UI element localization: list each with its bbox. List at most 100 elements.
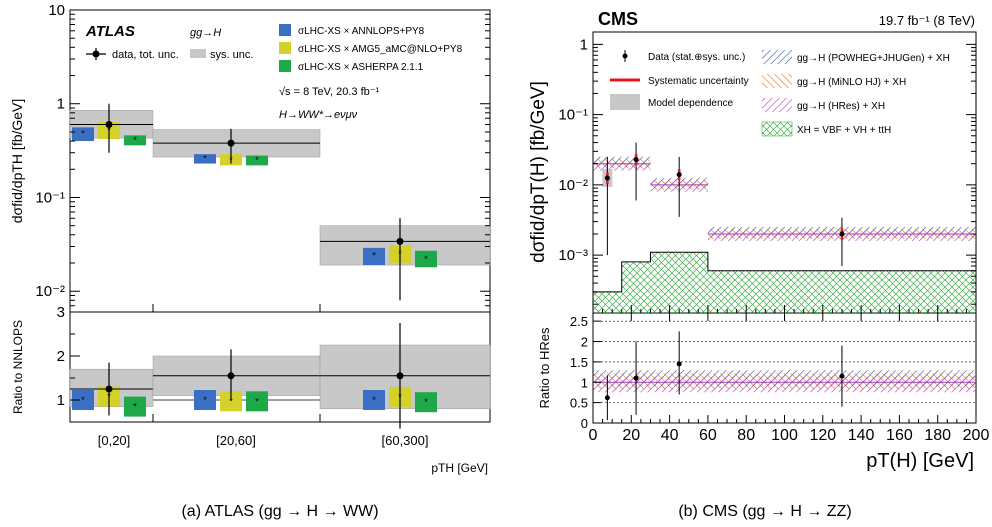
cms-ratio-y-tick-label: 2.5 <box>570 314 588 329</box>
cms-x-tick-label: 40 <box>661 427 679 444</box>
atlas-legend: data, tot. unc. sys. unc. σLHC-XS × ANNL… <box>86 24 463 73</box>
cms-y-tick-label: 10⁻² <box>558 177 588 194</box>
atlas-energy-label: √s = 8 TeV, 20.3 fb⁻¹ <box>279 86 380 98</box>
atlas-data-point <box>396 237 404 245</box>
cms-legend-hres-swatch <box>762 98 792 112</box>
cms-x-tick-label: 60 <box>699 427 717 444</box>
atlas-prediction-box <box>246 155 268 166</box>
cms-ratio-data-point <box>676 361 682 367</box>
cms-legend-syst-label: Systematic uncertainty <box>648 76 749 87</box>
atlas-axes: [0,20] [20,60] [60,300] 10⁻² 10⁻¹ 1 10 1 2 3 <box>35 2 490 448</box>
cms-legend-xh-swatch <box>761 121 793 137</box>
cms-ratio-y-tick-label: 0.5 <box>570 396 588 411</box>
atlas-panel: ****************** [0,20][20,60][60,300]… <box>9 2 491 520</box>
cms-legend-minlo-swatch <box>762 74 792 88</box>
atlas-x-tick-label: [20,60] <box>216 433 256 448</box>
cms-data-point <box>604 175 610 181</box>
cms-legend: Data (stat.⊕sys. unc.) Systematic uncert… <box>610 50 950 137</box>
atlas-decay-label: H→WW*→eνμν <box>279 109 358 121</box>
cms-xh-outline <box>592 251 977 313</box>
cms-legend-powheg-label: gg→H (POWHEG+JHUGen) + XH <box>797 53 950 64</box>
cms-x-tick-label: 100 <box>771 427 798 444</box>
atlas-prediction-box <box>72 127 94 142</box>
atlas-prediction-box <box>124 135 146 146</box>
cms-xh-bar <box>707 270 976 313</box>
atlas-y-tick-label: 10 <box>48 2 65 19</box>
atlas-ratio-y-tick-label: 2 <box>57 348 65 365</box>
cms-legend-xh-label: XH = VBF + VH + ttH <box>797 125 891 136</box>
atlas-ratio-prediction-marker: * <box>255 396 259 406</box>
cms-ratio-y-tick-label: 1 <box>581 375 588 390</box>
cms-ratio-y-tick-label: 1.5 <box>570 355 588 370</box>
cms-axes: 0 20 40 60 80 100 120 140 160 180 20010⁻³10⁻²10⁻¹1… <box>558 36 989 444</box>
atlas-ratio-data-point <box>105 385 113 393</box>
atlas-experiment-label: ATLAS <box>85 23 135 40</box>
atlas-legend-sys-swatch <box>190 49 206 58</box>
atlas-legend-sherpa-swatch <box>279 60 291 72</box>
atlas-legend-mg5-swatch <box>279 42 291 54</box>
cms-x-tick-label: 80 <box>737 427 755 444</box>
cms-ratio-y-axis-label: Ratio to HRes <box>537 327 552 408</box>
atlas-ratio-prediction-marker: * <box>81 395 85 405</box>
cms-data-point <box>676 172 682 178</box>
cms-x-axis-label: pT(H) [GeV] <box>866 450 974 472</box>
atlas-y-tick-label: 10⁻¹ <box>35 189 65 206</box>
atlas-legend-nnlops-swatch <box>279 24 291 36</box>
atlas-prediction-marker: * <box>133 135 137 145</box>
atlas-prediction-marker: * <box>203 154 207 164</box>
atlas-x-tick-label: [0,20] <box>98 433 131 448</box>
cms-data-point <box>633 156 639 162</box>
atlas-legend-sys-label: sys. unc. <box>210 49 253 61</box>
atlas-ratio-data-point <box>227 372 235 380</box>
atlas-prediction-marker: * <box>255 155 259 165</box>
cms-x-tick-label: 160 <box>886 427 913 444</box>
atlas-ratio-y-axis-label: Ratio to NNLOPS <box>11 320 25 414</box>
cms-ratio-data-point <box>604 395 610 401</box>
cms-x-tick-label: 0 <box>589 427 598 444</box>
atlas-legend-data-dot <box>92 50 100 58</box>
cms-x-tick-label: 120 <box>809 427 836 444</box>
atlas-prediction-marker: * <box>81 129 85 139</box>
atlas-panel-caption: (a) ATLAS (gg → H → WW) <box>181 503 378 520</box>
atlas-ratio-prediction-box <box>220 391 242 412</box>
atlas-ratio-prediction-box <box>246 391 268 412</box>
cms-legend-data-label: Data (stat.⊕sys. unc.) <box>648 52 745 63</box>
atlas-data-point <box>227 139 235 147</box>
cms-legend-data-dot <box>622 53 628 59</box>
cms-y-tick-label: 1 <box>580 36 588 53</box>
cms-ratio-y-tick-label: 0 <box>581 416 588 431</box>
cms-y-tick-label: 10⁻¹ <box>558 107 588 124</box>
cms-y-tick-label: 10⁻³ <box>558 247 588 264</box>
atlas-legend-sherpa-label: σLHC-XS × ASHERPA 2.1.1 <box>298 62 424 73</box>
atlas-ratio-y-tick-label: 3 <box>57 304 65 321</box>
cms-lumi-label: 19.7 fb⁻¹ (8 TeV) <box>879 13 975 28</box>
atlas-prediction-box <box>194 154 216 164</box>
cms-x-tick-label: 200 <box>963 427 990 444</box>
cms-marks <box>592 142 977 421</box>
cms-ratio-frame <box>592 312 977 424</box>
cms-xh-bar <box>650 252 708 313</box>
cms-legend-hres-label: gg→H (HRes) + XH <box>797 101 885 112</box>
cms-y-axis-label: dσfid/dpT(H) [fb/GeV] <box>528 81 549 263</box>
atlas-ratio-prediction-box <box>363 390 385 410</box>
atlas-ratio-data-point <box>396 372 404 380</box>
atlas-ratio-prediction-marker: * <box>229 396 233 406</box>
atlas-ratio-prediction-marker: * <box>372 395 376 405</box>
cms-ratio-y-tick-label: 2 <box>581 335 588 350</box>
cms-experiment-label: CMS <box>598 9 638 29</box>
atlas-prediction-box <box>415 250 437 268</box>
atlas-ratio-prediction-box <box>72 390 94 410</box>
atlas-x-tick-label: [60,300] <box>382 433 429 448</box>
atlas-y-tick-label: 1 <box>57 96 65 113</box>
cms-ratio-data-point <box>839 373 845 379</box>
atlas-y-tick-label: 10⁻² <box>35 283 65 300</box>
atlas-legend-data-label: data, tot. unc. <box>112 49 179 61</box>
atlas-legend-mg5-label: σLHC-XS × AMG5_aMC@NLO+PY8 <box>298 44 463 55</box>
atlas-prediction-marker: * <box>424 254 428 264</box>
cms-x-tick-label: 20 <box>622 427 640 444</box>
atlas-data-point <box>105 121 113 129</box>
cms-ratio-data-point <box>633 375 639 381</box>
atlas-ratio-prediction-box <box>124 396 146 417</box>
atlas-ratio-prediction-marker: * <box>203 395 207 405</box>
